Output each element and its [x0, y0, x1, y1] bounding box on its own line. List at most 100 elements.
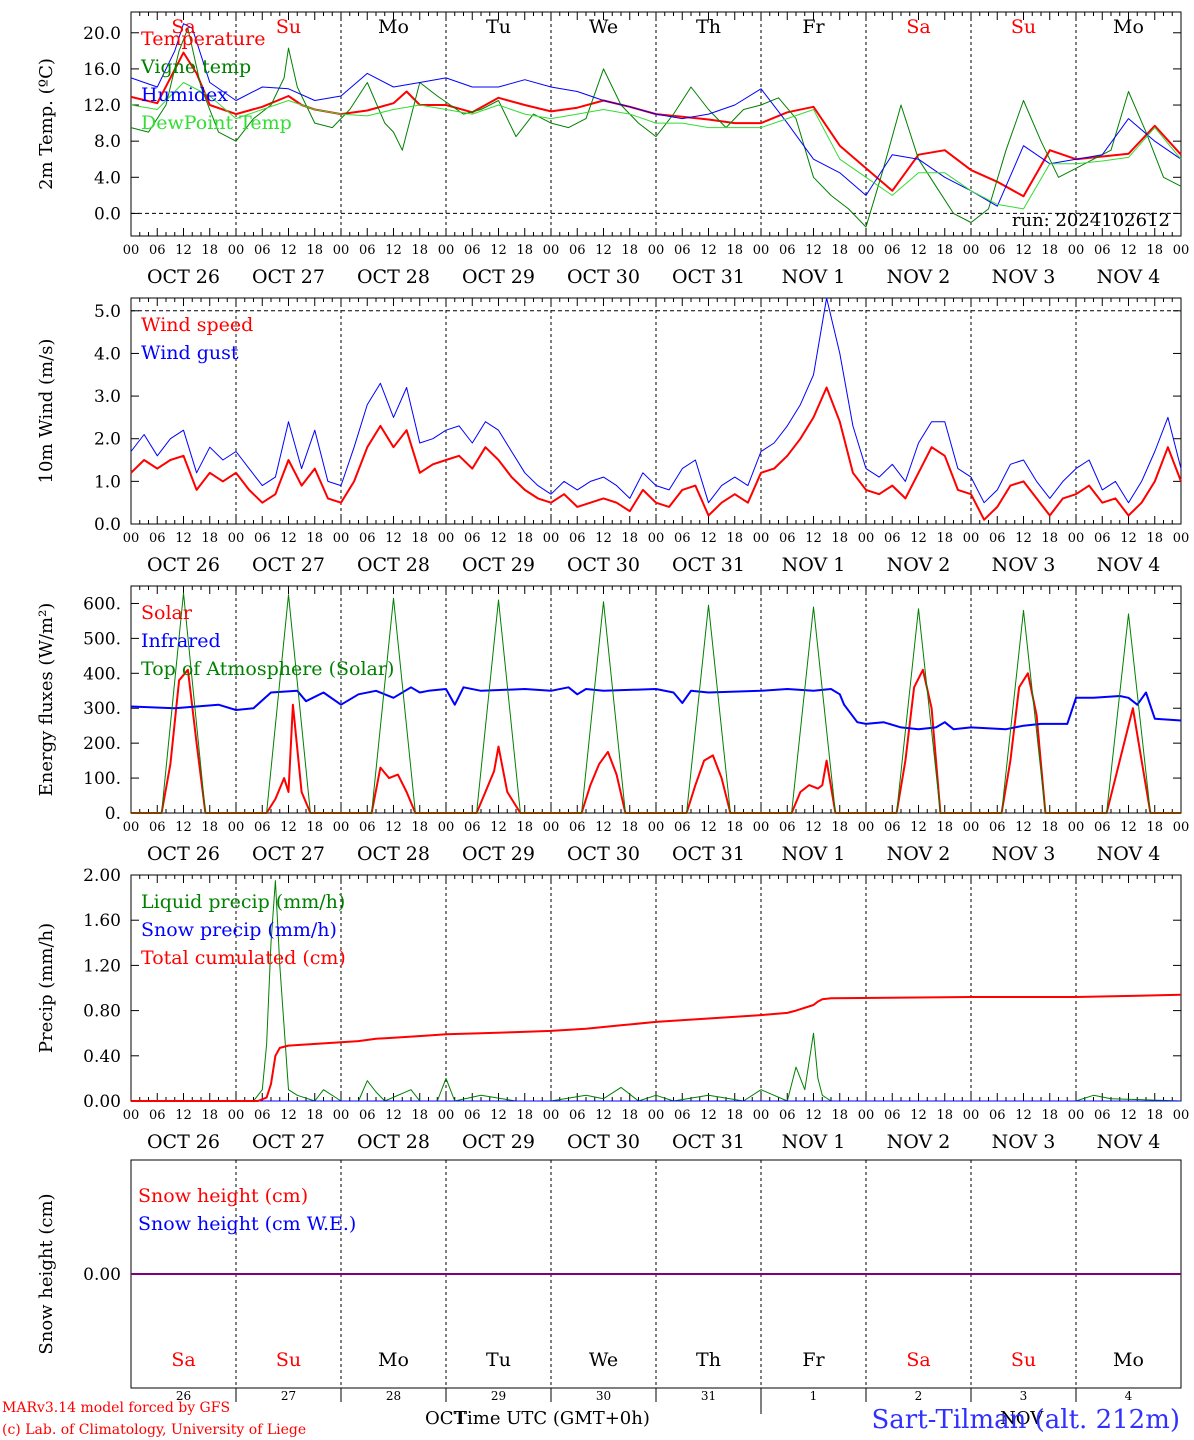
hour-tick-label: 00	[1173, 243, 1190, 258]
legend-entry: Infrared	[141, 630, 221, 652]
date-label: NOV 2	[887, 843, 951, 865]
y-tick-label: 5.0	[94, 302, 121, 322]
hour-tick-label: 12	[1120, 820, 1137, 835]
day-number-label: 3	[1020, 1389, 1028, 1403]
hour-tick-label: 18	[411, 243, 428, 258]
y-tick-label: 2.0	[94, 430, 121, 450]
hour-tick-label: 00	[438, 1108, 455, 1123]
hour-tick-label: 00	[228, 243, 245, 258]
hour-tick-label: 00	[123, 243, 140, 258]
hour-tick-label: 12	[910, 531, 927, 546]
hour-tick-label: 00	[753, 531, 770, 546]
hour-tick-label: 12	[280, 1108, 297, 1123]
series-line-infrared	[130, 686, 1182, 731]
y-axis-label: Snow height (cm)	[36, 1193, 57, 1354]
date-label: OCT 29	[462, 1131, 535, 1153]
legend-entry: Wind speed	[141, 314, 253, 336]
hour-tick-label: 06	[989, 1108, 1006, 1123]
legend-entry: Wind gust	[141, 342, 239, 364]
hour-tick-label: 00	[333, 243, 350, 258]
legend-entry: Temperature	[141, 28, 265, 50]
hour-tick-label: 18	[936, 1108, 953, 1123]
weekday-label: Tu	[486, 16, 511, 38]
hour-tick-label: 18	[411, 531, 428, 546]
hour-tick-label: 18	[306, 820, 323, 835]
y-tick-label: 4.0	[94, 344, 121, 364]
legend-entry: Snow height (cm)	[138, 1185, 308, 1207]
weekday-label: Th	[696, 16, 721, 38]
weekday-label: Mo	[378, 16, 409, 38]
date-label: OCT 30	[567, 554, 640, 576]
legend-entry: Total cumulated (cm)	[141, 947, 346, 969]
footer-oct-label: OCT	[425, 1408, 466, 1429]
hour-tick-label: 06	[359, 1108, 376, 1123]
hour-tick-label: 06	[464, 531, 481, 546]
hour-tick-label: 12	[1120, 1108, 1137, 1123]
y-tick-label: 0.80	[83, 1002, 121, 1022]
y-tick-label: 12.0	[83, 96, 121, 116]
hour-tick-label: 12	[805, 243, 822, 258]
weekday-label: Su	[1011, 1349, 1036, 1371]
weekday-label: Sa	[906, 1349, 930, 1371]
panels: 00 06 12 18 OCT 26 00 06 12 18 OCT 27 00 06 12 18 OCT …	[36, 11, 1190, 1414]
date-label: NOV 2	[887, 1131, 951, 1153]
day-number-label: 29	[491, 1389, 506, 1403]
weekday-label: Su	[1011, 16, 1036, 38]
weekday-label: Su	[276, 16, 301, 38]
legend-entry: Vigne temp	[140, 56, 251, 78]
date-label: NOV 3	[992, 843, 1056, 865]
hour-tick-label: 00	[858, 243, 875, 258]
hour-tick-label: 06	[674, 243, 691, 258]
hour-tick-label: 00	[438, 820, 455, 835]
hour-tick-label: 12	[700, 820, 717, 835]
hour-tick-label: 12	[595, 531, 612, 546]
y-tick-label: 300.	[83, 699, 121, 719]
hour-tick-label: 00	[963, 1108, 980, 1123]
hour-tick-label: 06	[674, 1108, 691, 1123]
hour-tick-label: 18	[1146, 531, 1163, 546]
day-number-label: 31	[701, 1389, 716, 1403]
hour-tick-label: 12	[1015, 1108, 1032, 1123]
hour-tick-label: 06	[989, 243, 1006, 258]
series-line-wind-speed	[130, 386, 1182, 521]
footer: MARv3.14 model forced by GFS (c) Lab. of…	[2, 1400, 1180, 1438]
hour-tick-label: 00	[648, 531, 665, 546]
hour-tick-label: 06	[674, 531, 691, 546]
date-label: NOV 4	[1097, 554, 1161, 576]
panel-2: 00 06 12 18 OCT 26 00 06 12 18 OCT 27 00 06 12 18 OCT …	[36, 297, 1189, 576]
hour-tick-label: 12	[175, 243, 192, 258]
y-tick-label: 0.0	[94, 515, 121, 535]
hour-tick-label: 12	[700, 531, 717, 546]
hour-tick-label: 18	[936, 531, 953, 546]
hour-tick-label: 18	[1146, 1108, 1163, 1123]
station-label: Sart-Tilman (alt. 212m)	[871, 1405, 1180, 1435]
date-label: NOV 2	[887, 554, 951, 576]
y-tick-label: 0.00	[83, 1092, 121, 1112]
date-label: OCT 29	[462, 554, 535, 576]
hour-tick-label: 00	[1068, 243, 1085, 258]
weekday-label: Mo	[378, 1349, 409, 1371]
date-label: OCT 26	[147, 1131, 220, 1153]
day-number-label: 26	[176, 1389, 191, 1403]
hour-tick-label: 06	[149, 1108, 166, 1123]
hour-tick-label: 12	[910, 1108, 927, 1123]
date-label: OCT 31	[672, 554, 745, 576]
hour-tick-label: 00	[1068, 1108, 1085, 1123]
hour-tick-label: 18	[1041, 531, 1058, 546]
date-label: OCT 26	[147, 554, 220, 576]
day-number-label: 28	[386, 1389, 401, 1403]
series-line-humidex	[130, 23, 1182, 207]
day-number-label: 4	[1125, 1389, 1133, 1403]
date-label: OCT 27	[252, 1131, 325, 1153]
hour-tick-label: 12	[595, 243, 612, 258]
y-tick-label: 16.0	[83, 60, 121, 80]
hour-tick-label: 12	[385, 531, 402, 546]
hour-tick-label: 00	[333, 820, 350, 835]
hour-tick-label: 06	[884, 820, 901, 835]
hour-tick-label: 06	[1094, 820, 1111, 835]
date-label: NOV 1	[782, 266, 846, 288]
hour-tick-label: 18	[831, 820, 848, 835]
y-tick-label: 100.	[83, 769, 121, 789]
legend-entry: Liquid precip (mm/h)	[141, 891, 345, 913]
